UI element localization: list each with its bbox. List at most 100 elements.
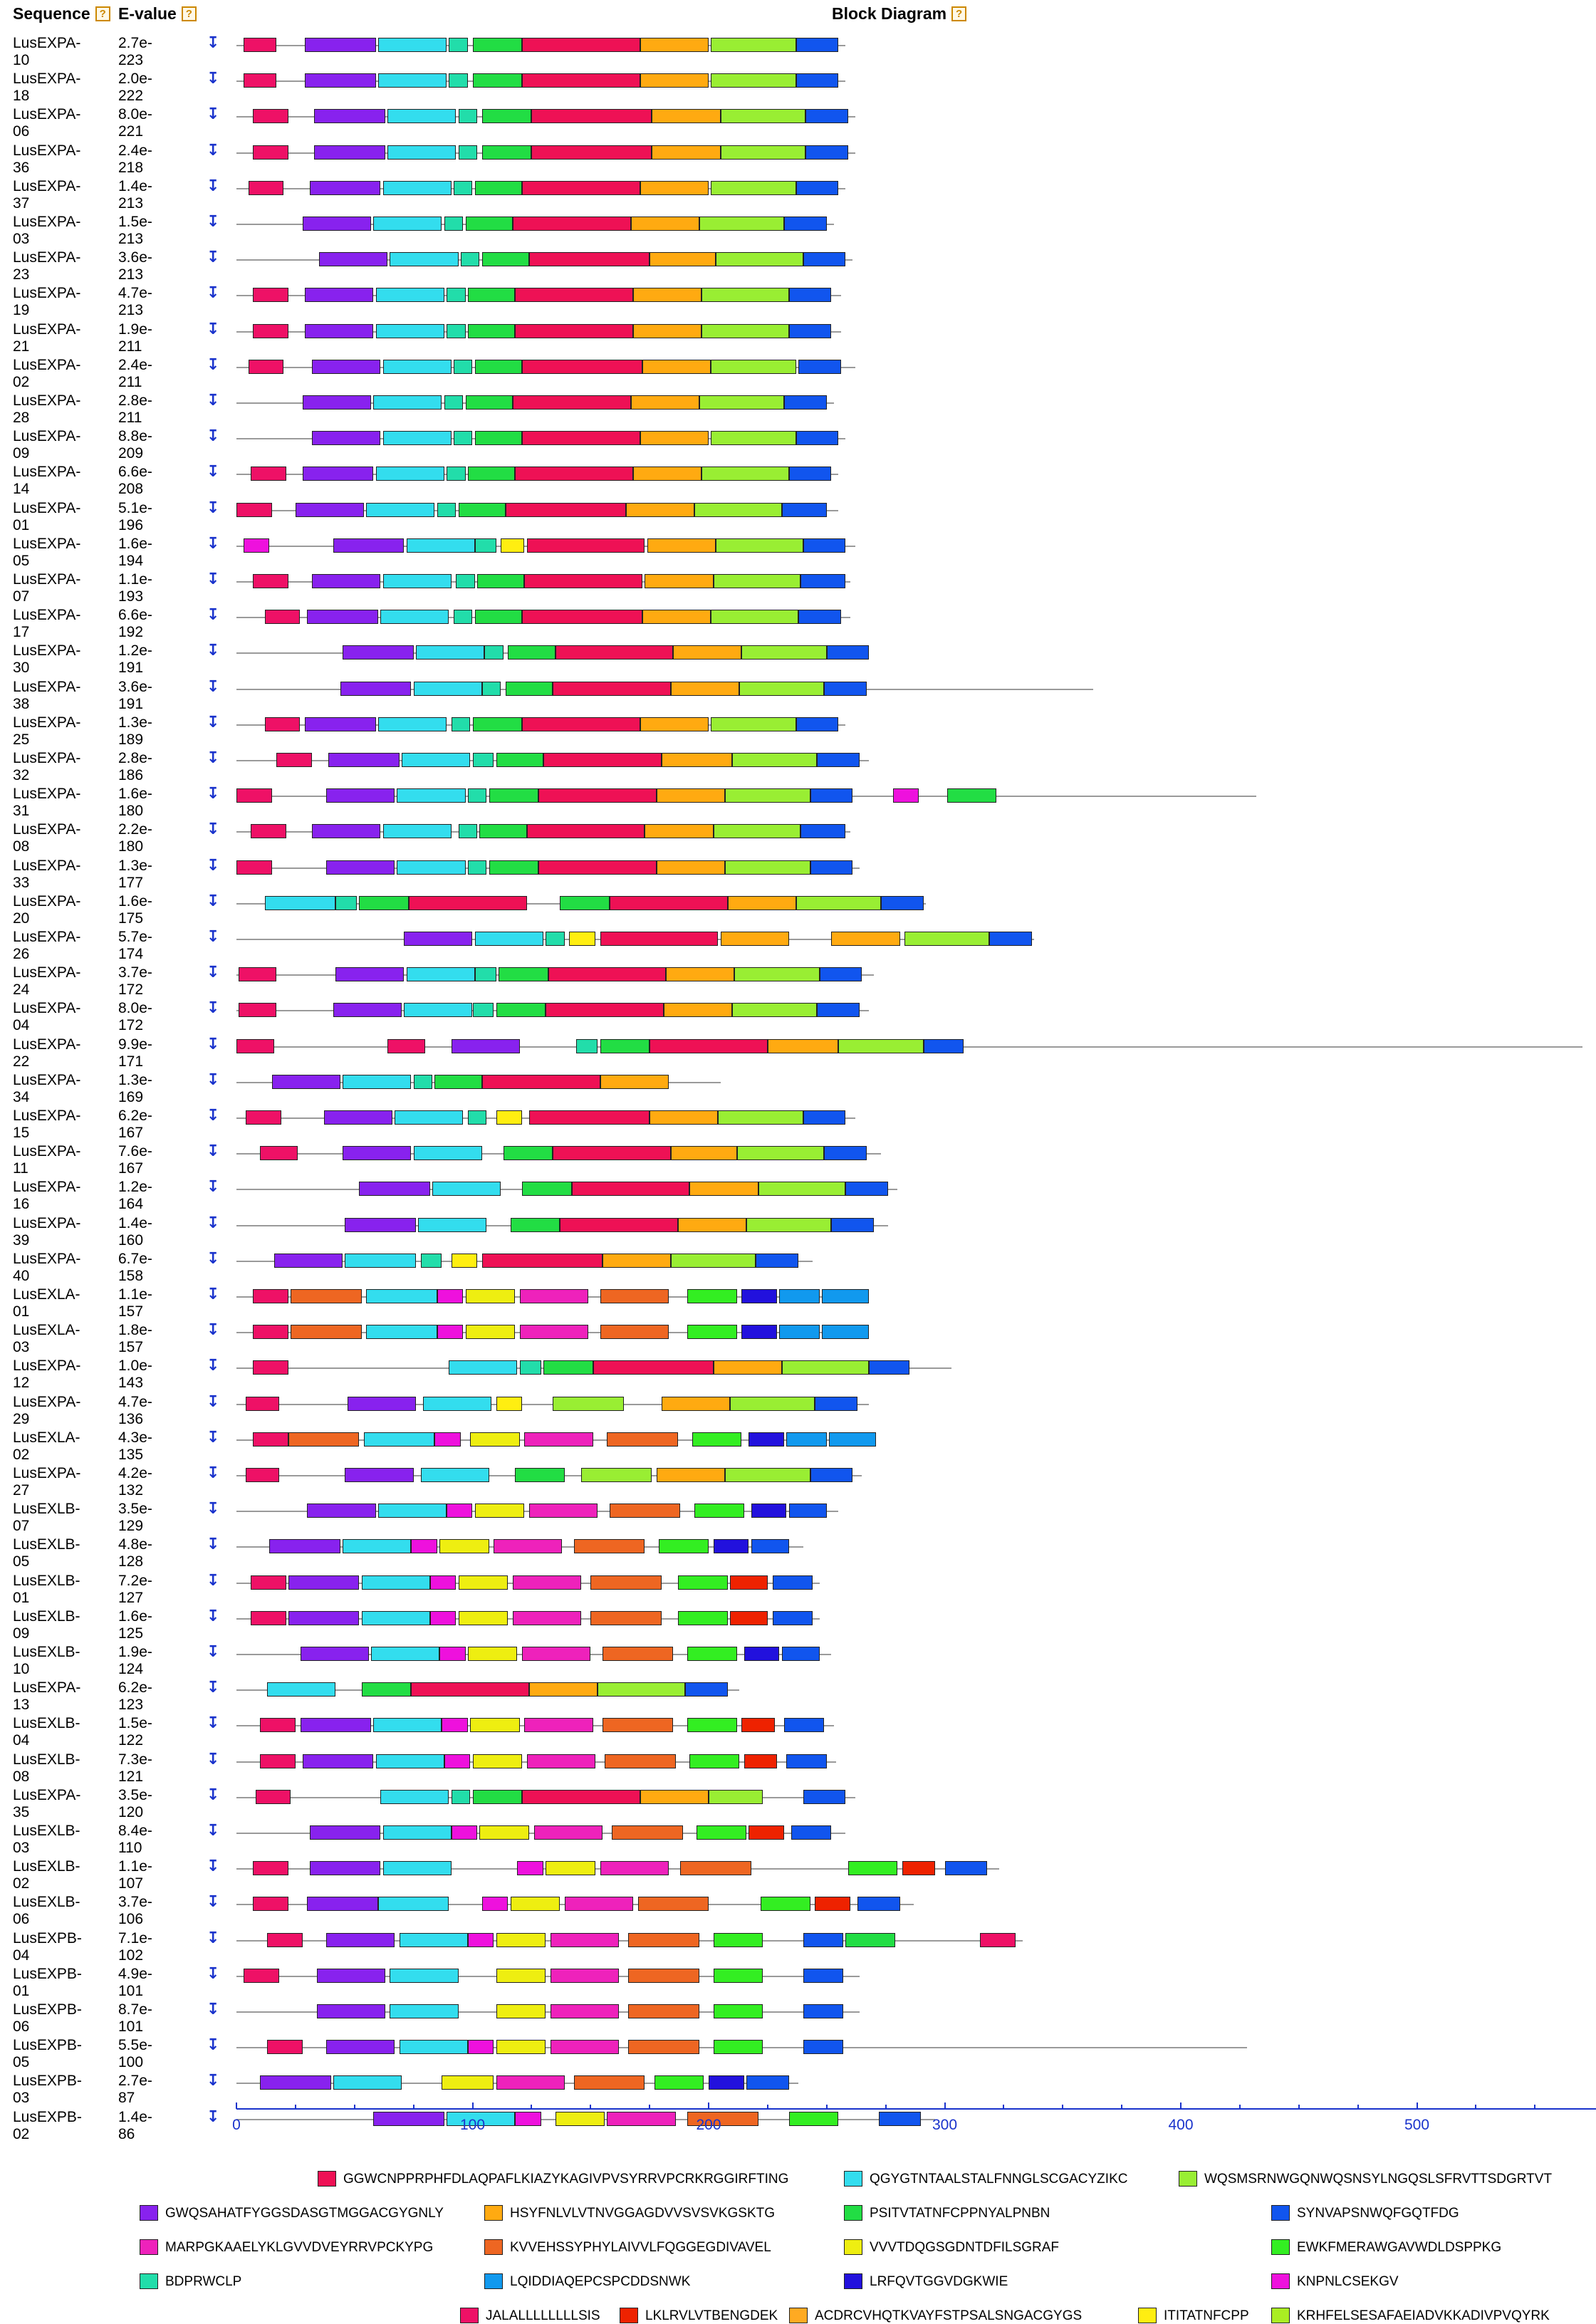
motif-block[interactable]	[522, 38, 640, 52]
motif-block[interactable]	[309, 1861, 381, 1876]
motif-block[interactable]	[370, 1647, 440, 1661]
motif-block[interactable]	[333, 1003, 402, 1018]
download-arrow-icon[interactable]: ↧	[207, 1070, 220, 1088]
motif-block[interactable]	[449, 73, 468, 88]
motif-block[interactable]	[474, 431, 523, 446]
motif-block[interactable]	[670, 1253, 756, 1268]
motif-block[interactable]	[447, 288, 466, 303]
motif-block[interactable]	[902, 1861, 936, 1876]
motif-block[interactable]	[800, 824, 846, 839]
motif-block[interactable]	[847, 1861, 898, 1876]
sequence-name[interactable]: LusEXPA-15	[13, 1108, 81, 1141]
motif-block[interactable]	[711, 610, 798, 625]
motif-block[interactable]	[377, 38, 447, 52]
download-arrow-icon[interactable]: ↧	[207, 927, 220, 945]
motif-block[interactable]	[857, 1897, 900, 1912]
motif-block[interactable]	[271, 1074, 340, 1089]
motif-block[interactable]	[359, 1182, 430, 1197]
download-arrow-icon[interactable]: ↧	[207, 1928, 220, 1947]
motif-block[interactable]	[253, 574, 288, 588]
motif-block[interactable]	[451, 1038, 520, 1053]
motif-block[interactable]	[803, 1932, 843, 1947]
motif-block[interactable]	[236, 860, 272, 875]
motif-block[interactable]	[555, 2111, 605, 2126]
motif-block[interactable]	[609, 1504, 681, 1518]
motif-block[interactable]	[434, 1074, 482, 1089]
motif-block[interactable]	[522, 359, 643, 374]
motif-block[interactable]	[316, 1968, 385, 1983]
sequence-name[interactable]: LusEXPA-06	[13, 106, 81, 140]
motif-block[interactable]	[496, 2040, 546, 2055]
download-arrow-icon[interactable]: ↧	[207, 2071, 220, 2090]
motif-block[interactable]	[720, 109, 805, 124]
motif-block[interactable]	[822, 1289, 870, 1303]
sequence-name[interactable]: LusEXPA-07	[13, 571, 81, 605]
sequence-name[interactable]: LusEXPA-24	[13, 964, 81, 999]
motif-block[interactable]	[246, 1468, 279, 1482]
motif-block[interactable]	[666, 967, 735, 982]
motif-block[interactable]	[451, 1789, 471, 1804]
download-arrow-icon[interactable]: ↧	[207, 1714, 220, 1732]
motif-block[interactable]	[640, 38, 709, 52]
motif-block[interactable]	[484, 645, 504, 660]
download-arrow-icon[interactable]: ↧	[207, 1356, 220, 1375]
motif-block[interactable]	[550, 1968, 620, 1983]
motif-block[interactable]	[788, 1504, 827, 1518]
motif-block[interactable]	[343, 1146, 412, 1161]
motif-block[interactable]	[458, 1575, 508, 1590]
motif-block[interactable]	[472, 1003, 494, 1018]
motif-block[interactable]	[361, 1682, 412, 1697]
motif-block[interactable]	[300, 1647, 369, 1661]
motif-block[interactable]	[496, 1968, 546, 1983]
motif-block[interactable]	[725, 860, 810, 875]
motif-block[interactable]	[524, 1718, 593, 1733]
sequence-name[interactable]: LusEXPA-20	[13, 892, 81, 927]
sequence-name[interactable]: LusEXPA-23	[13, 249, 81, 283]
motif-block[interactable]	[429, 1610, 457, 1625]
motif-block[interactable]	[267, 1932, 303, 1947]
motif-block[interactable]	[243, 38, 277, 52]
motif-block[interactable]	[744, 1754, 778, 1768]
motif-block[interactable]	[602, 1253, 671, 1268]
motif-block[interactable]	[288, 1432, 360, 1447]
sequence-name[interactable]: LusEXPA-25	[13, 714, 81, 748]
motif-block[interactable]	[413, 1074, 433, 1089]
motif-block[interactable]	[772, 1575, 813, 1590]
motif-block[interactable]	[250, 467, 286, 481]
motif-block[interactable]	[600, 932, 719, 946]
download-arrow-icon[interactable]: ↧	[207, 1177, 220, 1196]
download-arrow-icon[interactable]: ↧	[207, 1785, 220, 1803]
motif-block[interactable]	[312, 431, 381, 446]
download-arrow-icon[interactable]: ↧	[207, 1892, 220, 1911]
motif-block[interactable]	[276, 753, 313, 767]
motif-block[interactable]	[264, 717, 301, 731]
motif-block[interactable]	[571, 1182, 690, 1197]
motif-block[interactable]	[944, 1861, 988, 1876]
motif-block[interactable]	[453, 610, 473, 625]
motif-block[interactable]	[715, 538, 803, 553]
motif-block[interactable]	[467, 860, 487, 875]
download-arrow-icon[interactable]: ↧	[207, 391, 220, 409]
motif-block[interactable]	[711, 359, 796, 374]
motif-block[interactable]	[817, 1003, 860, 1018]
motif-block[interactable]	[328, 753, 400, 767]
motif-block[interactable]	[923, 1038, 964, 1053]
motif-block[interactable]	[628, 1968, 699, 1983]
motif-block[interactable]	[734, 967, 820, 982]
download-arrow-icon[interactable]: ↧	[207, 570, 220, 588]
sequence-name[interactable]: LusEXLA-03	[13, 1322, 80, 1356]
motif-block[interactable]	[397, 788, 466, 803]
motif-block[interactable]	[553, 681, 671, 696]
motif-block[interactable]	[382, 1825, 452, 1840]
motif-block[interactable]	[264, 610, 301, 625]
download-arrow-icon[interactable]: ↧	[207, 1320, 220, 1339]
motif-block[interactable]	[713, 1932, 763, 1947]
motif-block[interactable]	[600, 1325, 669, 1340]
motif-block[interactable]	[701, 467, 789, 481]
download-arrow-icon[interactable]: ↧	[207, 1142, 220, 1160]
motif-block[interactable]	[732, 1003, 818, 1018]
motif-block[interactable]	[661, 1396, 730, 1411]
motif-block[interactable]	[442, 2075, 494, 2090]
motif-block[interactable]	[399, 1932, 468, 1947]
motif-block[interactable]	[784, 217, 827, 231]
